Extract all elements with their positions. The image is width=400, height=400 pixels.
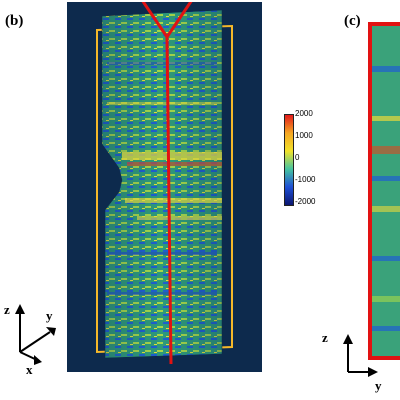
volume-render-panel bbox=[67, 2, 262, 372]
panel-b-label: (b) bbox=[5, 13, 24, 29]
colorbar bbox=[284, 114, 294, 206]
panel-c-label: (c) bbox=[344, 13, 361, 29]
panel-c-y-axis-label: y bbox=[375, 378, 382, 393]
panel-b-x-axis-label: x bbox=[26, 362, 33, 377]
panel-c-slice-image bbox=[368, 22, 400, 360]
colorbar-tick-1000: 1000 bbox=[295, 131, 313, 140]
colorbar-tick-neg2000: -2000 bbox=[295, 197, 316, 206]
colorbar-tick-neg1000: -1000 bbox=[295, 175, 316, 184]
panel-b-z-axis-label: z bbox=[4, 302, 10, 317]
panel-c-z-axis-label: z bbox=[322, 330, 328, 345]
panel-b-y-axis-label: y bbox=[46, 308, 53, 323]
panel-c-axes bbox=[343, 334, 378, 377]
panel-b-axes-triad bbox=[15, 304, 56, 365]
colorbar-tick-2000: 2000 bbox=[295, 109, 313, 118]
colorbar-tick-0: 0 bbox=[295, 153, 300, 162]
volume-render-image bbox=[96, 2, 233, 365]
panel-c-slice-texture bbox=[372, 26, 400, 356]
